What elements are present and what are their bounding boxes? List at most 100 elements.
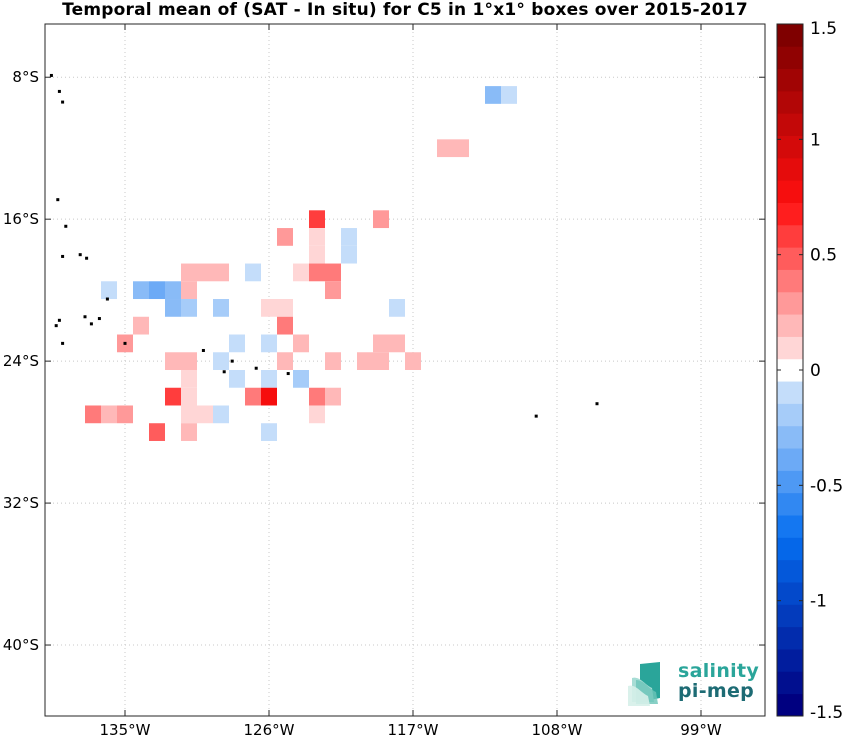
data-cell [389, 299, 405, 317]
data-cell [229, 370, 245, 388]
data-cell [389, 334, 405, 353]
data-cell [277, 316, 293, 335]
x-tick-label: 126°W [244, 721, 295, 739]
x-axis: 135°W 126°W 117°W 108°W 99°W [100, 24, 722, 739]
data-cell [261, 370, 277, 388]
data-cell [245, 387, 261, 406]
data-cell [309, 245, 325, 264]
data-cell [309, 210, 325, 229]
island-mark [78, 253, 82, 257]
island-mark [97, 317, 101, 321]
data-cell [101, 405, 117, 424]
island-mark [222, 370, 226, 374]
data-cell [181, 352, 197, 370]
colorbar-segment [777, 113, 803, 137]
data-cell [501, 86, 517, 104]
colorbar-segment [777, 157, 803, 181]
colorbar-segment [777, 604, 803, 628]
island-mark [534, 414, 538, 418]
data-cell [213, 405, 229, 424]
colorbar-segment [777, 515, 803, 538]
island-mark [61, 341, 65, 345]
colorbar-segment [777, 269, 803, 293]
data-cell [309, 263, 325, 282]
data-cell [293, 334, 309, 353]
colorbar-segment [777, 425, 803, 449]
y-tick-label: 40°S [3, 636, 39, 654]
data-cell [261, 387, 277, 406]
island-mark [49, 73, 53, 77]
data-cell [149, 281, 165, 300]
island-mark [57, 89, 61, 93]
data-cell [197, 263, 213, 282]
data-cell [437, 139, 453, 158]
data-cell [181, 405, 197, 424]
colorbar-segment [777, 180, 803, 203]
data-cell [117, 405, 133, 424]
data-cell [229, 334, 245, 353]
colorbar-tick-label: 0 [810, 361, 821, 381]
colorbar-segment [777, 381, 803, 404]
data-cell [213, 299, 229, 317]
data-cell [309, 228, 325, 246]
data-cell [325, 281, 341, 300]
data-cell [453, 139, 469, 158]
colorbar-segment [777, 314, 803, 337]
colorbar-tick-label: -1 [810, 592, 827, 612]
colorbar-segment [777, 559, 803, 583]
colorbar-tick-label: -1.5 [810, 703, 843, 723]
data-cell [181, 423, 197, 441]
data-cell [325, 352, 341, 370]
colorbar-segment [777, 671, 803, 695]
data-cell [101, 281, 117, 300]
data-cell [181, 263, 197, 282]
data-cell [373, 352, 389, 370]
colorbar-segment [777, 693, 803, 717]
y-tick-label: 32°S [3, 494, 39, 512]
data-cell [309, 405, 325, 424]
data-cell [309, 387, 325, 406]
data-cell [213, 352, 229, 370]
data-cell [261, 423, 277, 441]
data-cell [133, 316, 149, 335]
colorbar-segment [777, 492, 803, 516]
colorbar-segment [777, 202, 803, 226]
colorbar-segment [777, 336, 803, 360]
colorbar-tick-label: -0.5 [810, 476, 843, 496]
colorbar: 1.5 1 0.5 0 -0.5 -1 -1.5 [776, 19, 843, 723]
data-cell [197, 405, 213, 424]
data-cell [277, 352, 293, 370]
data-cell [213, 263, 229, 282]
colorbar-segment [777, 46, 803, 70]
data-cell [165, 387, 181, 406]
island-mark [286, 372, 290, 376]
x-tick-label: 99°W [680, 721, 722, 739]
data-cell [245, 263, 261, 282]
data-cell [181, 370, 197, 388]
colorbar-tick-label: 1.5 [810, 19, 837, 39]
y-axis: 8°S 16°S 24°S 32°S 40°S [3, 68, 765, 654]
colorbar-segment [777, 403, 803, 427]
data-cell [485, 86, 501, 104]
data-cell [341, 245, 357, 264]
colorbar-segment [777, 470, 803, 494]
colorbar-segment [777, 358, 803, 382]
colorbar-segment [777, 135, 803, 159]
island-mark [201, 348, 205, 352]
data-cell [181, 281, 197, 300]
colorbar-tick-label: 0.5 [810, 246, 837, 266]
data-cell [165, 299, 181, 317]
island-mark [56, 198, 60, 202]
data-cell [373, 334, 389, 353]
island-mark [83, 315, 87, 319]
data-cell [181, 299, 197, 317]
land-marks [49, 73, 599, 418]
data-cell [149, 423, 165, 441]
colorbar-segment [777, 247, 803, 270]
colorbar-segment [777, 649, 803, 672]
data-cell [133, 281, 149, 300]
logo-text-salinity: salinity [678, 660, 760, 682]
data-cell [85, 405, 101, 424]
island-mark [57, 318, 61, 322]
